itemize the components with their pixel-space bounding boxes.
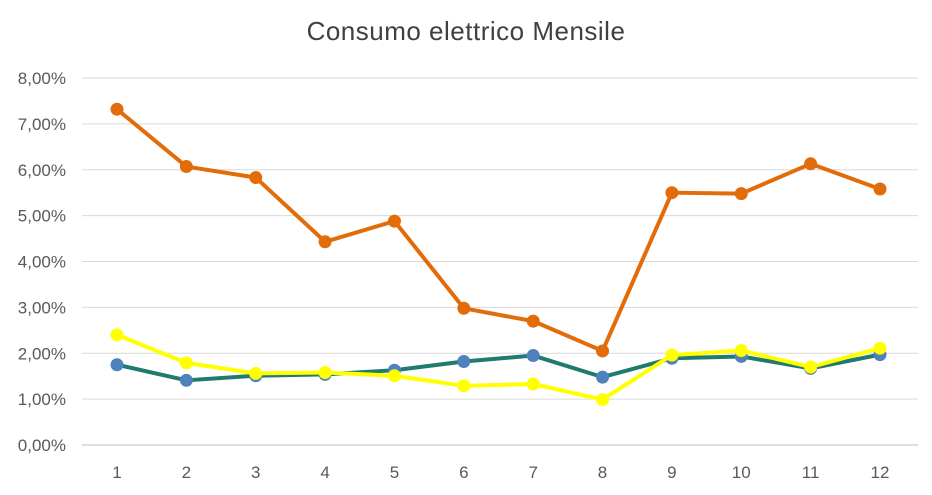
x-tick-label: 8 <box>598 463 607 482</box>
data-point <box>457 301 471 315</box>
x-tick-label: 2 <box>182 463 191 482</box>
data-point <box>804 360 818 374</box>
y-tick-label: 1,00% <box>18 390 66 409</box>
x-axis-ticks: 1 2 3 4 5 6 7 8 9 10 11 12 <box>112 463 889 482</box>
data-point <box>457 355 471 369</box>
series-line <box>115 107 882 353</box>
data-point <box>734 187 748 201</box>
data-point <box>596 370 610 384</box>
y-tick-label: 4,00% <box>18 253 66 272</box>
data-point <box>318 235 332 249</box>
x-tick-label: 1 <box>112 463 121 482</box>
y-tick-label: 0,00% <box>18 436 66 455</box>
y-tick-label: 8,00% <box>18 69 66 88</box>
series-line <box>115 352 882 383</box>
data-point <box>110 328 124 342</box>
gridlines <box>82 77 918 446</box>
data-point <box>387 214 401 228</box>
data-point <box>665 348 679 362</box>
data-point <box>596 393 610 407</box>
x-tick-label: 9 <box>667 463 676 482</box>
series-group <box>110 102 887 407</box>
chart-title: Consumo elettrico Mensile <box>307 16 626 46</box>
data-point <box>387 369 401 383</box>
data-point <box>804 157 818 171</box>
series-line <box>115 332 882 402</box>
data-point <box>526 349 540 363</box>
data-point <box>873 341 887 355</box>
y-tick-label: 7,00% <box>18 115 66 134</box>
y-tick-label: 3,00% <box>18 298 66 317</box>
x-tick-label: 6 <box>459 463 468 482</box>
data-point <box>110 358 124 372</box>
series-3 <box>110 328 887 407</box>
data-point <box>249 366 263 380</box>
y-axis-ticks: 0,00% 1,00% 2,00% 3,00% 4,00% 5,00% 6,00% 7,00%… <box>18 69 66 455</box>
data-point <box>179 160 193 174</box>
x-tick-label: 11 <box>802 463 820 482</box>
data-point <box>526 377 540 391</box>
x-tick-label: 7 <box>528 463 537 482</box>
data-point <box>179 373 193 387</box>
series-1 <box>110 102 887 358</box>
data-point <box>873 182 887 196</box>
data-point <box>457 379 471 393</box>
data-point <box>318 366 332 380</box>
data-point <box>249 171 263 185</box>
data-point <box>665 186 679 200</box>
x-tick-label: 10 <box>732 463 751 482</box>
x-tick-label: 3 <box>251 463 260 482</box>
y-tick-label: 6,00% <box>18 161 66 180</box>
y-tick-label: 5,00% <box>18 207 66 226</box>
data-point <box>734 343 748 357</box>
x-tick-label: 4 <box>320 463 329 482</box>
data-point <box>526 314 540 328</box>
y-tick-label: 2,00% <box>18 344 66 363</box>
x-tick-label: 12 <box>871 463 890 482</box>
data-point <box>110 102 124 116</box>
data-point <box>179 356 193 370</box>
data-point <box>596 344 610 358</box>
x-tick-label: 5 <box>390 463 399 482</box>
